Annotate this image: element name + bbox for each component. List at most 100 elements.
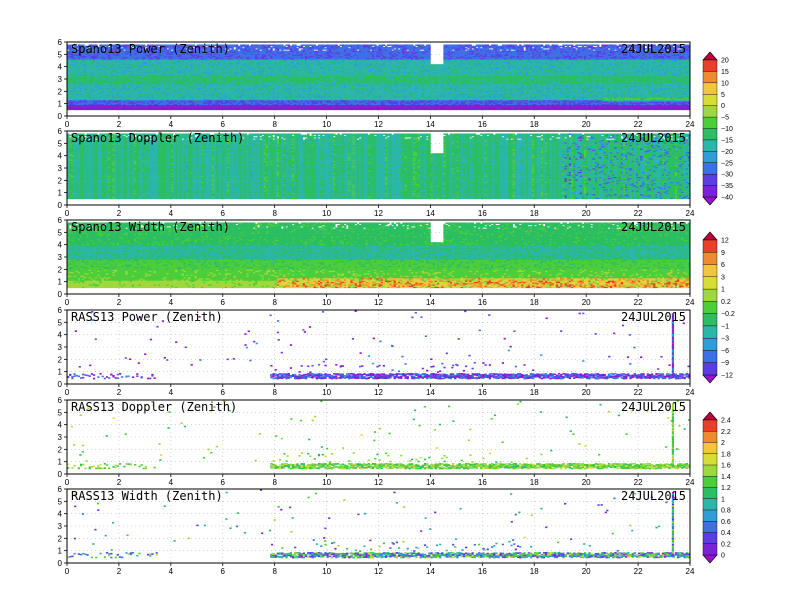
heatmap-cell [73, 83, 76, 86]
heatmap-cell [79, 103, 83, 106]
heatmap-cell [82, 49, 85, 51]
heatmap-cell [121, 44, 124, 46]
heatmap-cell [99, 74, 102, 76]
heatmap-cell [116, 69, 120, 71]
heatmap-cell [77, 81, 81, 83]
heatmap-cell [69, 49, 72, 51]
heatmap-cell [73, 51, 76, 54]
heatmap-cell [108, 60, 111, 63]
heatmap-cell [84, 64, 87, 66]
heatmap-cell [69, 55, 72, 58]
heatmap-cell [118, 91, 122, 93]
heatmap-cell [116, 56, 120, 59]
heatmap-cell [125, 83, 128, 86]
heatmap-cell [101, 67, 105, 70]
heatmap-cell [110, 99, 113, 102]
heatmap-cell [103, 50, 107, 53]
heatmap-cell [116, 92, 120, 95]
heatmap-cell [88, 48, 92, 50]
heatmap-cell [110, 54, 113, 56]
heatmap-cell [233, 49, 237, 51]
heatmap-cell [67, 60, 70, 63]
heatmap-cell [67, 75, 70, 77]
heatmap-cell [108, 95, 111, 97]
heatmap-cell [118, 95, 122, 97]
heatmap-cell [86, 69, 89, 71]
heatmap-cell [121, 77, 124, 80]
heatmap-cell [92, 83, 96, 86]
heatmap-cell [116, 97, 120, 100]
heatmap-cell [123, 97, 126, 100]
heatmap-cell [69, 86, 72, 88]
heatmap-cell [69, 59, 72, 61]
heatmap-cell [75, 65, 79, 67]
heatmap-cell [123, 87, 126, 90]
heatmap-cell [73, 66, 76, 69]
heatmap-cell [103, 55, 107, 58]
heatmap-cell [95, 51, 98, 54]
heatmap-cell [123, 65, 126, 67]
heatmap-cell [121, 45, 124, 48]
heatmap-cell [97, 86, 100, 88]
heatmap-cell [73, 108, 76, 111]
heatmap-cell [92, 104, 96, 107]
heatmap-cell [82, 45, 85, 48]
heatmap-cell [77, 75, 81, 77]
heatmap-cell [103, 74, 107, 76]
heatmap-cell [84, 97, 87, 100]
heatmap-cell [270, 46, 273, 49]
heatmap-cell [103, 91, 107, 93]
heatmap-cell [110, 75, 113, 77]
heatmap-cell [92, 107, 96, 109]
heatmap-cell [118, 87, 122, 90]
heatmap-cell [101, 72, 105, 75]
heatmap-cell [114, 93, 118, 96]
heatmap-cell [108, 54, 111, 56]
heatmap-cell [108, 71, 111, 74]
heatmap-cell [69, 96, 72, 98]
heatmap-cell [105, 99, 109, 102]
heatmap-cell [112, 65, 115, 67]
heatmap-cell [121, 66, 124, 69]
heatmap-cell [92, 65, 96, 67]
heatmap-cell [114, 75, 118, 77]
heatmap-cell [90, 96, 94, 98]
heatmap-cell [79, 60, 83, 63]
heatmap-cell [69, 48, 72, 50]
heatmap-cell [268, 44, 271, 46]
heatmap-cell [92, 81, 96, 83]
heatmap-cell [116, 85, 120, 87]
heatmap-cell [108, 59, 111, 61]
heatmap-cell [75, 95, 79, 97]
heatmap-cell [110, 102, 113, 104]
heatmap-cell [97, 108, 100, 111]
heatmap-cell [123, 69, 126, 71]
heatmap-cell [114, 79, 118, 81]
heatmap-cell [110, 61, 113, 64]
heatmap-cell [95, 79, 98, 81]
heatmap-cell [116, 64, 120, 66]
heatmap-cell [75, 72, 79, 75]
heatmap-cell [121, 91, 124, 93]
heatmap-cell [118, 88, 122, 91]
heatmap-cell [101, 50, 105, 53]
heatmap-cell [103, 87, 107, 90]
heatmap-cell [75, 74, 79, 76]
heatmap-cell [77, 101, 81, 103]
heatmap-cell [123, 81, 126, 83]
heatmap-cell [110, 49, 113, 51]
heatmap-cell [95, 59, 98, 61]
heatmap-cell [121, 95, 124, 97]
heatmap-cell [73, 98, 76, 101]
heatmap-cell [103, 106, 107, 108]
heatmap-cell [114, 98, 118, 101]
heatmap-cell [88, 64, 92, 66]
heatmap-cell [101, 91, 105, 93]
heatmap-cell [110, 88, 113, 91]
heatmap-cell [88, 77, 92, 80]
heatmap-cell [123, 76, 126, 79]
heatmap-cell [67, 51, 70, 54]
heatmap-cell [69, 90, 72, 92]
heatmap-cell [88, 70, 92, 72]
heatmap-cell [125, 98, 128, 101]
